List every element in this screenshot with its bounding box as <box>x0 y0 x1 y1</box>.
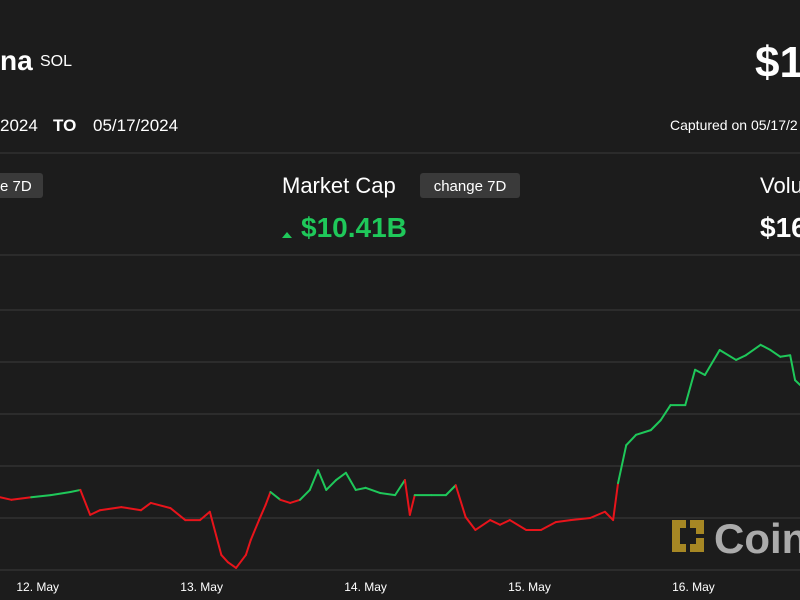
price-segment <box>344 471 357 491</box>
price-segment <box>769 349 782 358</box>
badge <box>0 173 43 198</box>
price-segment <box>89 509 101 516</box>
price-segment <box>649 419 662 432</box>
price-segment <box>199 510 211 522</box>
date-from: 2024 <box>0 116 38 135</box>
price-segment <box>354 486 367 491</box>
x-tick-label: 16. May <box>672 580 715 594</box>
price-segment <box>120 506 142 512</box>
price-segment <box>394 479 406 497</box>
price-segment <box>759 343 772 352</box>
price-segment <box>539 521 557 531</box>
price-segment <box>289 498 301 504</box>
price-segment <box>612 482 620 522</box>
price-segment <box>718 349 738 361</box>
price-segment <box>208 510 223 556</box>
price-segment <box>335 471 347 482</box>
price-segment <box>625 433 638 447</box>
price-segment <box>474 519 492 531</box>
price-segment <box>789 354 797 382</box>
price-segment <box>235 553 247 569</box>
price-segment <box>569 517 592 522</box>
logo-icon <box>672 520 704 552</box>
logo-text: Coin <box>714 515 800 562</box>
price-segment <box>499 519 511 526</box>
asset-name: na <box>0 45 33 76</box>
badge-text: e 7D <box>0 178 32 195</box>
price-segment <box>364 486 382 495</box>
price-segment <box>139 501 152 512</box>
price-segment <box>269 491 282 501</box>
x-tick-label: 12. May <box>16 580 59 594</box>
x-tick-label: 13. May <box>180 580 223 594</box>
price-segment <box>0 496 13 501</box>
price-segment <box>403 479 411 516</box>
asset-price: $1 <box>755 38 800 87</box>
price-segment <box>49 491 72 497</box>
x-tick-label: 14. May <box>344 580 387 594</box>
price-segment <box>408 494 416 516</box>
price-segment <box>744 343 762 357</box>
x-tick-label: 15. May <box>508 580 551 594</box>
price-segment <box>149 501 172 510</box>
stat-value: $16 <box>760 212 800 243</box>
price-segment <box>508 519 528 531</box>
price-segment <box>249 519 261 541</box>
price-segment <box>317 469 328 491</box>
date-to: 05/17/2024 <box>93 116 178 135</box>
stat-label: Volu <box>760 173 800 198</box>
price-segment <box>659 404 672 422</box>
price-segment <box>10 496 33 501</box>
price-segment <box>258 504 267 522</box>
badge <box>420 173 520 198</box>
price-segment <box>694 368 706 376</box>
stat-value: $10.41B <box>301 212 407 243</box>
price-segment <box>79 488 92 516</box>
price-segment <box>779 354 792 358</box>
price-segment <box>30 494 52 499</box>
price-segment <box>379 492 397 497</box>
captured-date: Captured on 05/17/2 <box>670 117 798 133</box>
price-segment <box>99 506 123 512</box>
up-arrow <box>282 232 292 238</box>
price-segment <box>464 515 477 531</box>
price-segment <box>703 349 721 376</box>
asset-ticker: SOL <box>40 53 72 70</box>
price-segment <box>617 444 628 485</box>
price-segment <box>220 553 229 564</box>
badge-text: change 7D <box>434 178 507 195</box>
price-segment <box>244 538 252 556</box>
price-segment <box>603 510 615 522</box>
price-segment <box>279 498 292 504</box>
price-segment <box>794 379 800 386</box>
date-to-label: TO <box>53 116 76 135</box>
price-segment <box>489 519 501 526</box>
price-segment <box>554 519 572 524</box>
price-segment <box>635 429 652 436</box>
chart: 12. May 13. May 14. May 15. May 16. May <box>0 309 800 594</box>
price-segment <box>444 484 457 497</box>
price-segment <box>589 510 606 519</box>
price-segment <box>325 479 338 491</box>
stat-label: Market Cap <box>282 173 396 198</box>
price-segment <box>684 368 697 407</box>
price-segment <box>69 488 82 493</box>
price-segment <box>226 561 238 569</box>
price-segment <box>264 491 272 506</box>
price-segment <box>299 488 311 501</box>
price-segment <box>454 484 467 518</box>
logo: Coin <box>672 515 800 562</box>
price-segment <box>169 507 187 522</box>
price-segment <box>735 354 747 361</box>
price-segment <box>308 469 320 491</box>
